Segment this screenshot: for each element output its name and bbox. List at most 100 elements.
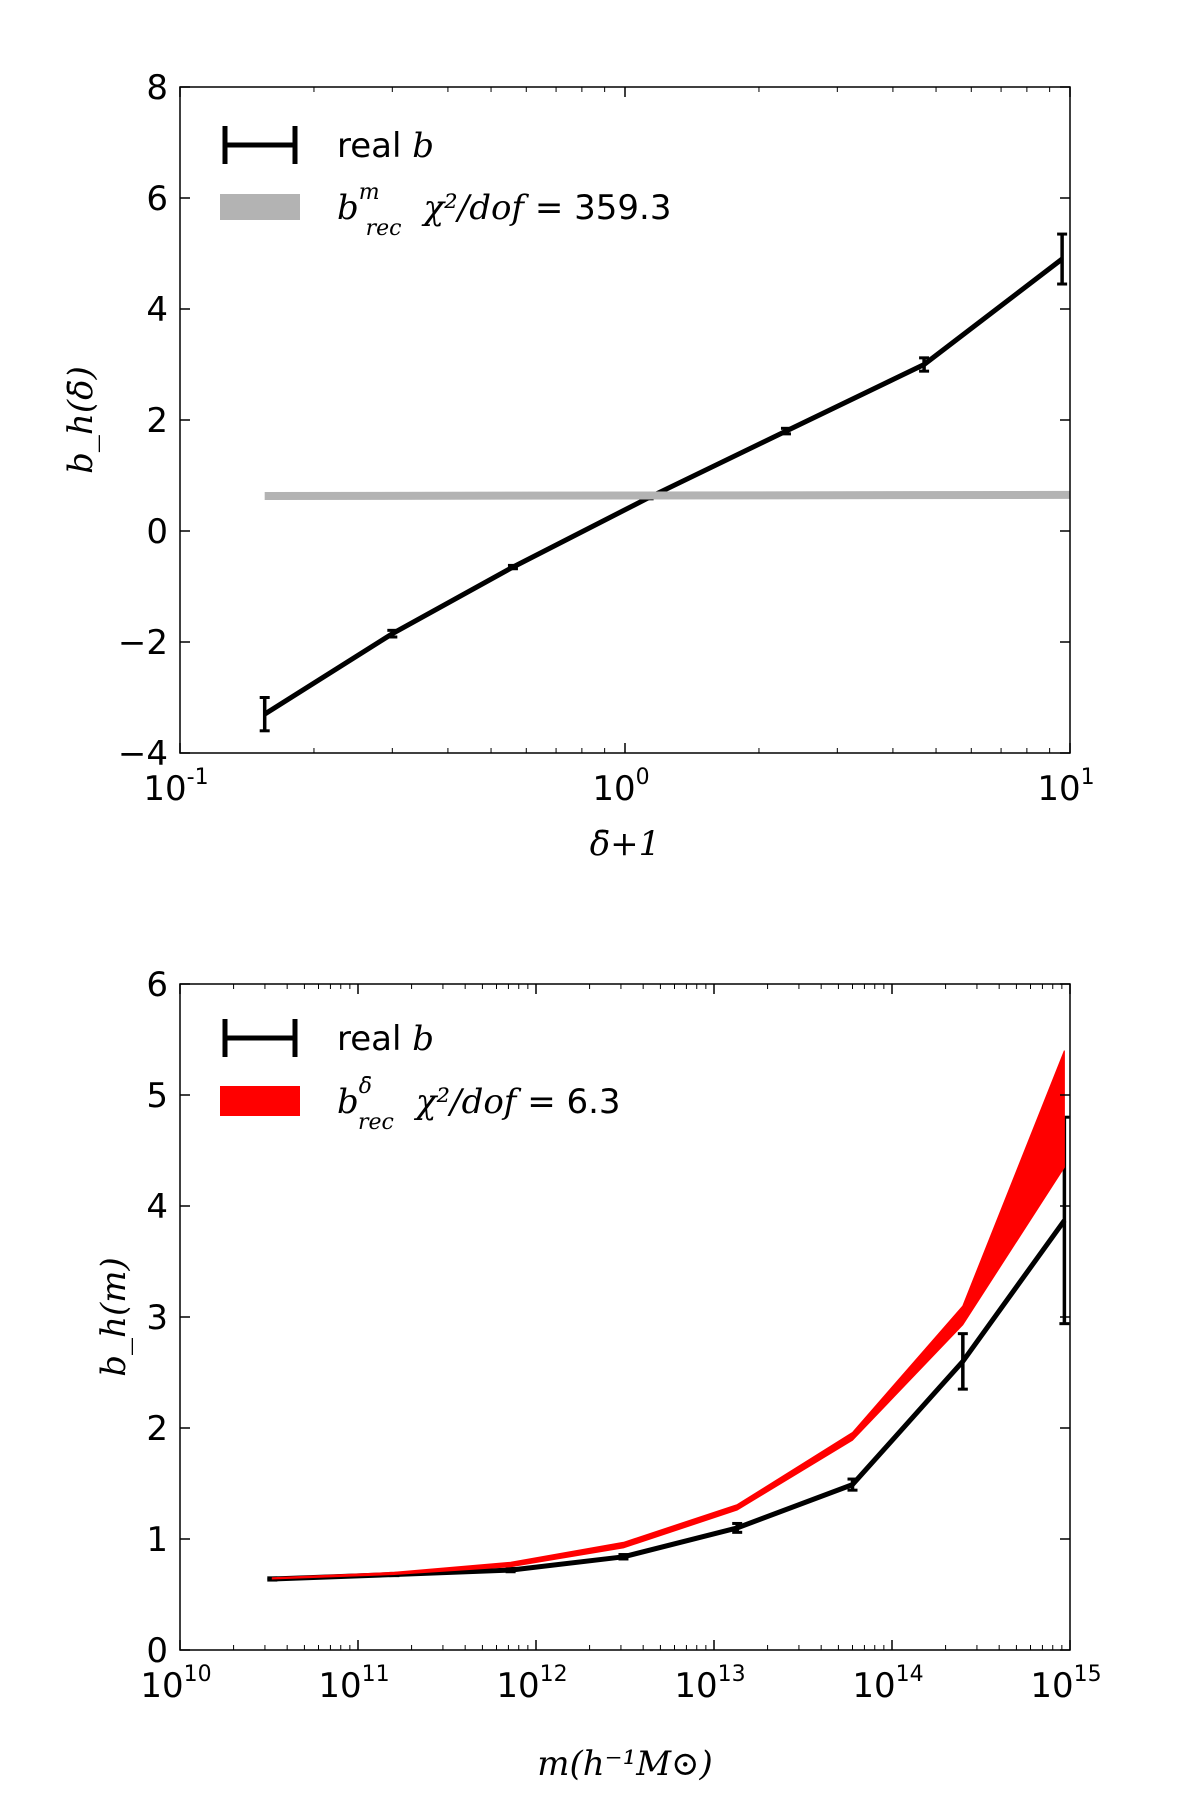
legend-handle-patch [220,194,300,220]
data-point [851,1483,855,1487]
legend-label-chi: χ²/dof [414,1082,522,1122]
x-tick-label: 1015 [1030,1662,1101,1706]
legend-entry-recon: bm rec χ²/dof = 359.3 [220,180,671,241]
y-tick-label: −2 [118,623,168,663]
error-bar [919,356,930,373]
x-tick-base: 10 [140,1666,183,1706]
x-tick-exponent: 0 [636,765,650,790]
error-bar [780,426,791,436]
legend: real bbδ̄ recχ²/dof = 6.3 [220,1019,621,1135]
x-tick-base: 10 [1030,1666,1073,1706]
x-tick-label: 1012 [496,1662,567,1706]
x-tick-exponent: 11 [362,1662,390,1687]
legend-label-value: = 6.3 [516,1082,620,1122]
y-tick-label: 2 [146,1409,168,1449]
y-tick-label: 8 [146,68,168,108]
legend-label-math: b [412,1019,434,1059]
data-point [922,363,926,366]
x-tick-base: 10 [1037,769,1080,809]
data-point [390,632,394,636]
x-tick-exponent: 10 [184,1662,212,1687]
legend-label-chi: χ²/dof [422,188,530,228]
data-point [1062,1218,1066,1222]
legend-label-recon: bδ̄ rec χ²/dof = 6.3 [337,1074,621,1135]
error-bar [618,1553,629,1561]
y-axis-label: b_h(m) [94,1257,134,1376]
x-tick-label: 101 [1037,765,1094,809]
x-axis-label: δ̄+1 [590,824,661,864]
error-bar [259,696,270,733]
y-tick-label: 0 [146,1631,168,1671]
data-point [509,1568,513,1572]
x-tick-label: 10-1 [143,765,208,809]
legend-label-sup: m [359,180,380,205]
legend-label-base: b [337,1082,359,1122]
y-tick-label: 5 [146,1076,168,1116]
legend-label-real-b: real b [337,126,434,166]
x-tick-label: 100 [592,765,649,809]
x-tick-exponent: 14 [896,1662,924,1687]
series-line-recon [264,490,1071,500]
series-line-real-b [263,257,1064,717]
y-tick-label: 6 [146,179,168,219]
x-tick-label: 1011 [318,1662,389,1706]
x-tick-base: 10 [496,1666,539,1706]
legend-label-sup: δ̄ [359,1074,372,1099]
plot-frame [179,983,1071,1651]
legend-label-value: = 359.3 [524,188,671,228]
y-tick-label: 0 [146,512,168,552]
plot-frame [179,86,1071,754]
series-line-real-b [272,1218,1067,1582]
legend-label-recon: bm rec χ²/dof = 359.3 [337,180,671,241]
legend-label-real-b: real b [337,1019,434,1059]
legend: real bbm recχ²/dof = 359.3 [220,126,671,241]
data-point [735,1526,739,1530]
y-axis-label: b_h(δ̄) [61,366,101,474]
y-tick-label: 1 [146,1520,168,1560]
data-point [1060,257,1064,261]
x-tick-label: 1010 [140,1662,211,1706]
legend-label-base: b [337,188,359,228]
error-bar [507,563,518,571]
data-point [511,565,515,569]
x-tick-base: 10 [592,769,635,809]
legend-entry-recon: bδ̄ rec χ²/dof = 6.3 [220,1074,621,1135]
x-tick-exponent: 12 [540,1662,568,1687]
x-tick-exponent: 1 [1081,765,1095,790]
series-band-recon [271,1050,1065,1580]
legend-handle-patch [220,1086,300,1116]
y-tick-label: 3 [146,1298,168,1338]
x-tick-base: 10 [143,769,186,809]
error-bar [1057,232,1068,286]
x-tick-exponent: 15 [1074,1662,1102,1687]
x-tick-exponent: 13 [718,1662,746,1687]
legend-entry-real-b: real b [222,126,434,166]
x-tick-base: 10 [852,1666,895,1706]
legend-label-word: real [337,1019,412,1059]
legend-label-sub: rec [366,216,402,241]
data-point [784,429,788,433]
data-point [961,1359,965,1363]
legend-entry-real-b: real b [222,1019,434,1059]
y-tick-label: 6 [146,965,168,1005]
x-tick-exponent: -1 [187,765,209,790]
x-tick-label: 1014 [852,1662,923,1706]
y-tick-label: 4 [146,1187,168,1227]
legend-label-sub: rec [358,1110,394,1135]
y-tick-label: 2 [146,401,168,441]
error-bar [847,1477,858,1492]
error-bar [732,1521,743,1534]
data-point [621,1555,625,1559]
error-bar [387,628,398,639]
error-bar [957,1332,968,1391]
legend-label-word: real [337,126,412,166]
legend-label-math: b [412,126,434,166]
x-axis-label: m(h⁻¹M⊙) [537,1744,713,1784]
y-tick-label: 4 [146,290,168,330]
data-point [263,712,267,716]
x-tick-base: 10 [674,1666,717,1706]
error-bar [505,1566,516,1574]
